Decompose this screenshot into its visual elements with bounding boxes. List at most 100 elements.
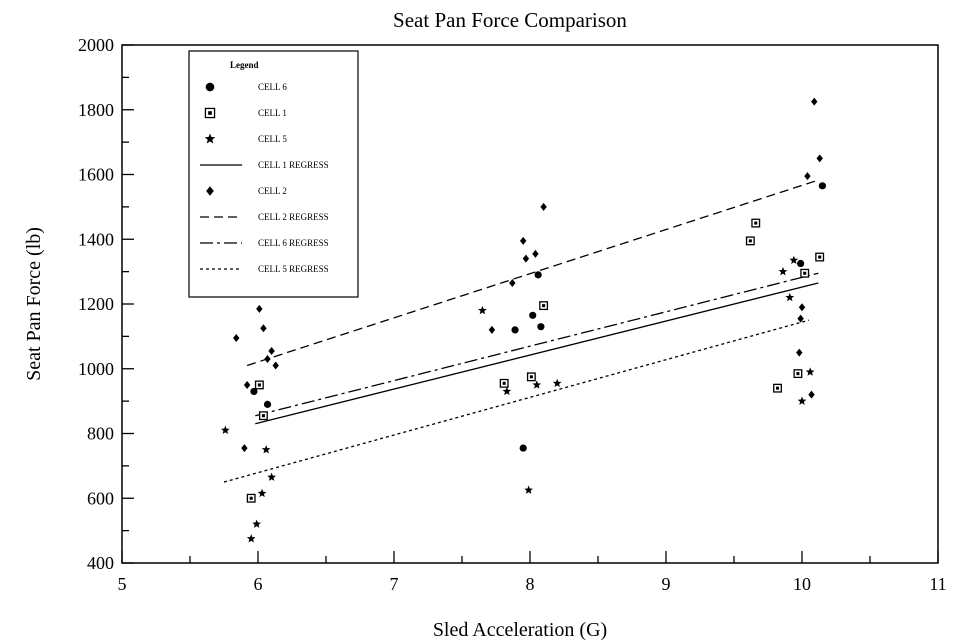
y-tick-label: 400 xyxy=(87,553,114,573)
y-tick-label: 1800 xyxy=(78,100,114,120)
cell-5-point xyxy=(778,267,788,276)
cell-2-point xyxy=(797,314,804,323)
cell-1-point xyxy=(499,378,509,388)
cell-6-point xyxy=(797,259,805,268)
y-axis-label: Seat Pan Force (lb) xyxy=(23,227,45,381)
legend-cell-2-symbol xyxy=(206,186,214,196)
cell-5-point xyxy=(789,255,799,265)
cell-2-point xyxy=(260,324,267,333)
x-tick-label: 7 xyxy=(390,574,399,594)
legend-cell-1-label: CELL 1 xyxy=(258,108,287,118)
cell-2-point xyxy=(532,249,539,258)
y-tick-label: 1000 xyxy=(78,359,114,379)
cell-2-point xyxy=(272,361,279,370)
cell-5-point xyxy=(261,445,271,454)
cell-2-point xyxy=(804,172,811,181)
cell-6-regress-line xyxy=(255,272,819,417)
cell-2-point xyxy=(540,202,547,211)
x-tick-label: 9 xyxy=(662,574,671,594)
data-markers xyxy=(220,97,827,543)
cell-6-point xyxy=(511,326,519,334)
cell-5-point xyxy=(552,378,562,388)
legend-title: Legend xyxy=(230,60,259,70)
legend-box xyxy=(188,50,359,298)
cell-2-point xyxy=(522,254,530,263)
cell-2-point xyxy=(816,154,823,163)
cell-2-point xyxy=(268,346,275,355)
x-axis-label: Sled Acceleration (G) xyxy=(433,619,607,641)
cell-2-point xyxy=(488,325,496,334)
legend-cell-2-regress-label: CELL 2 REGRESS xyxy=(258,212,329,222)
cell-5-point xyxy=(502,386,512,396)
cell-2-point xyxy=(520,236,527,245)
cell-1-point xyxy=(539,301,549,311)
cell-2-point xyxy=(808,390,815,399)
cell-1-regress-line xyxy=(255,282,819,425)
cell-1-point xyxy=(246,493,256,503)
cell-1-point xyxy=(800,268,810,278)
cell-2-point xyxy=(233,333,240,342)
cell-2-point xyxy=(509,278,516,287)
cell-1-point xyxy=(793,369,803,379)
cell-5-point xyxy=(797,396,807,405)
cell-5-regress-line xyxy=(223,319,809,483)
cell-1-point xyxy=(254,380,264,390)
cell-1-point xyxy=(526,372,536,382)
cell-6-point xyxy=(818,182,827,190)
y-tick-label: 800 xyxy=(87,424,114,444)
x-axis: 5 6 7 8 9 10 11 xyxy=(118,551,947,594)
cell-5-point xyxy=(785,292,795,302)
legend-cell-5-label: CELL 5 xyxy=(258,134,287,144)
cell-6-point xyxy=(529,311,537,319)
legend: Legend CELL 6 CELL 1 CELL 5 CELL 1 REGRESS C… xyxy=(188,50,359,298)
x-tick-label: 8 xyxy=(526,574,535,594)
cell-5-point xyxy=(252,519,262,528)
cell-5-point xyxy=(524,485,534,494)
cell-2-point xyxy=(241,444,248,453)
regression-lines xyxy=(223,180,819,483)
cell-5-point xyxy=(220,425,230,434)
x-tick-label: 10 xyxy=(793,574,811,594)
cell-6-point xyxy=(519,444,527,452)
cell-5-point xyxy=(246,534,256,543)
legend-cell-5-symbol xyxy=(204,133,216,144)
legend-cell-6-label: CELL 6 xyxy=(258,82,287,92)
cell-6-point xyxy=(534,271,542,279)
cell-5-point xyxy=(257,488,267,498)
cell-2-point xyxy=(256,304,263,313)
cell-2-point xyxy=(243,380,251,389)
y-tick-label: 1400 xyxy=(78,229,114,249)
cell-2-point xyxy=(264,355,271,364)
cell-1-point xyxy=(745,236,755,246)
chart-title: Seat Pan Force Comparison xyxy=(393,8,627,32)
cell-5-point xyxy=(267,472,276,481)
y-tick-label: 1200 xyxy=(78,294,114,314)
cell-2-point xyxy=(798,303,806,312)
cell-2-point xyxy=(796,348,803,357)
y-tick-label: 600 xyxy=(87,488,114,508)
cell-5-point xyxy=(805,367,815,376)
y-tick-label: 1600 xyxy=(78,165,114,185)
cell-1-point xyxy=(258,411,268,421)
legend-cell-6-regress-label: CELL 6 REGRESS xyxy=(258,238,329,248)
x-tick-label: 5 xyxy=(118,574,127,594)
cell-2-regress-line xyxy=(246,180,816,367)
legend-cell-5-regress-label: CELL 5 REGRESS xyxy=(258,264,329,274)
cell-6-point xyxy=(537,323,545,331)
legend-cell-1-regress-label: CELL 1 REGRESS xyxy=(258,160,329,170)
cell-2-point xyxy=(811,97,818,106)
legend-cell-2-label: CELL 2 xyxy=(258,186,287,196)
y-tick-label: 2000 xyxy=(78,35,114,55)
x-tick-label: 6 xyxy=(254,574,263,594)
cell-1-point xyxy=(815,252,825,262)
legend-cell-6-symbol xyxy=(205,82,215,92)
cell-5-point xyxy=(478,305,487,315)
cell-6-point xyxy=(250,387,258,396)
cell-6-point xyxy=(263,400,272,408)
cell-1-point xyxy=(751,218,761,228)
cell-5-point xyxy=(532,380,542,389)
legend-cell-1-symbol xyxy=(204,107,216,119)
cell-1-point xyxy=(773,383,782,393)
y-axis: 400 600 800 1000 1200 1400 1600 1800 2000 xyxy=(78,35,134,573)
